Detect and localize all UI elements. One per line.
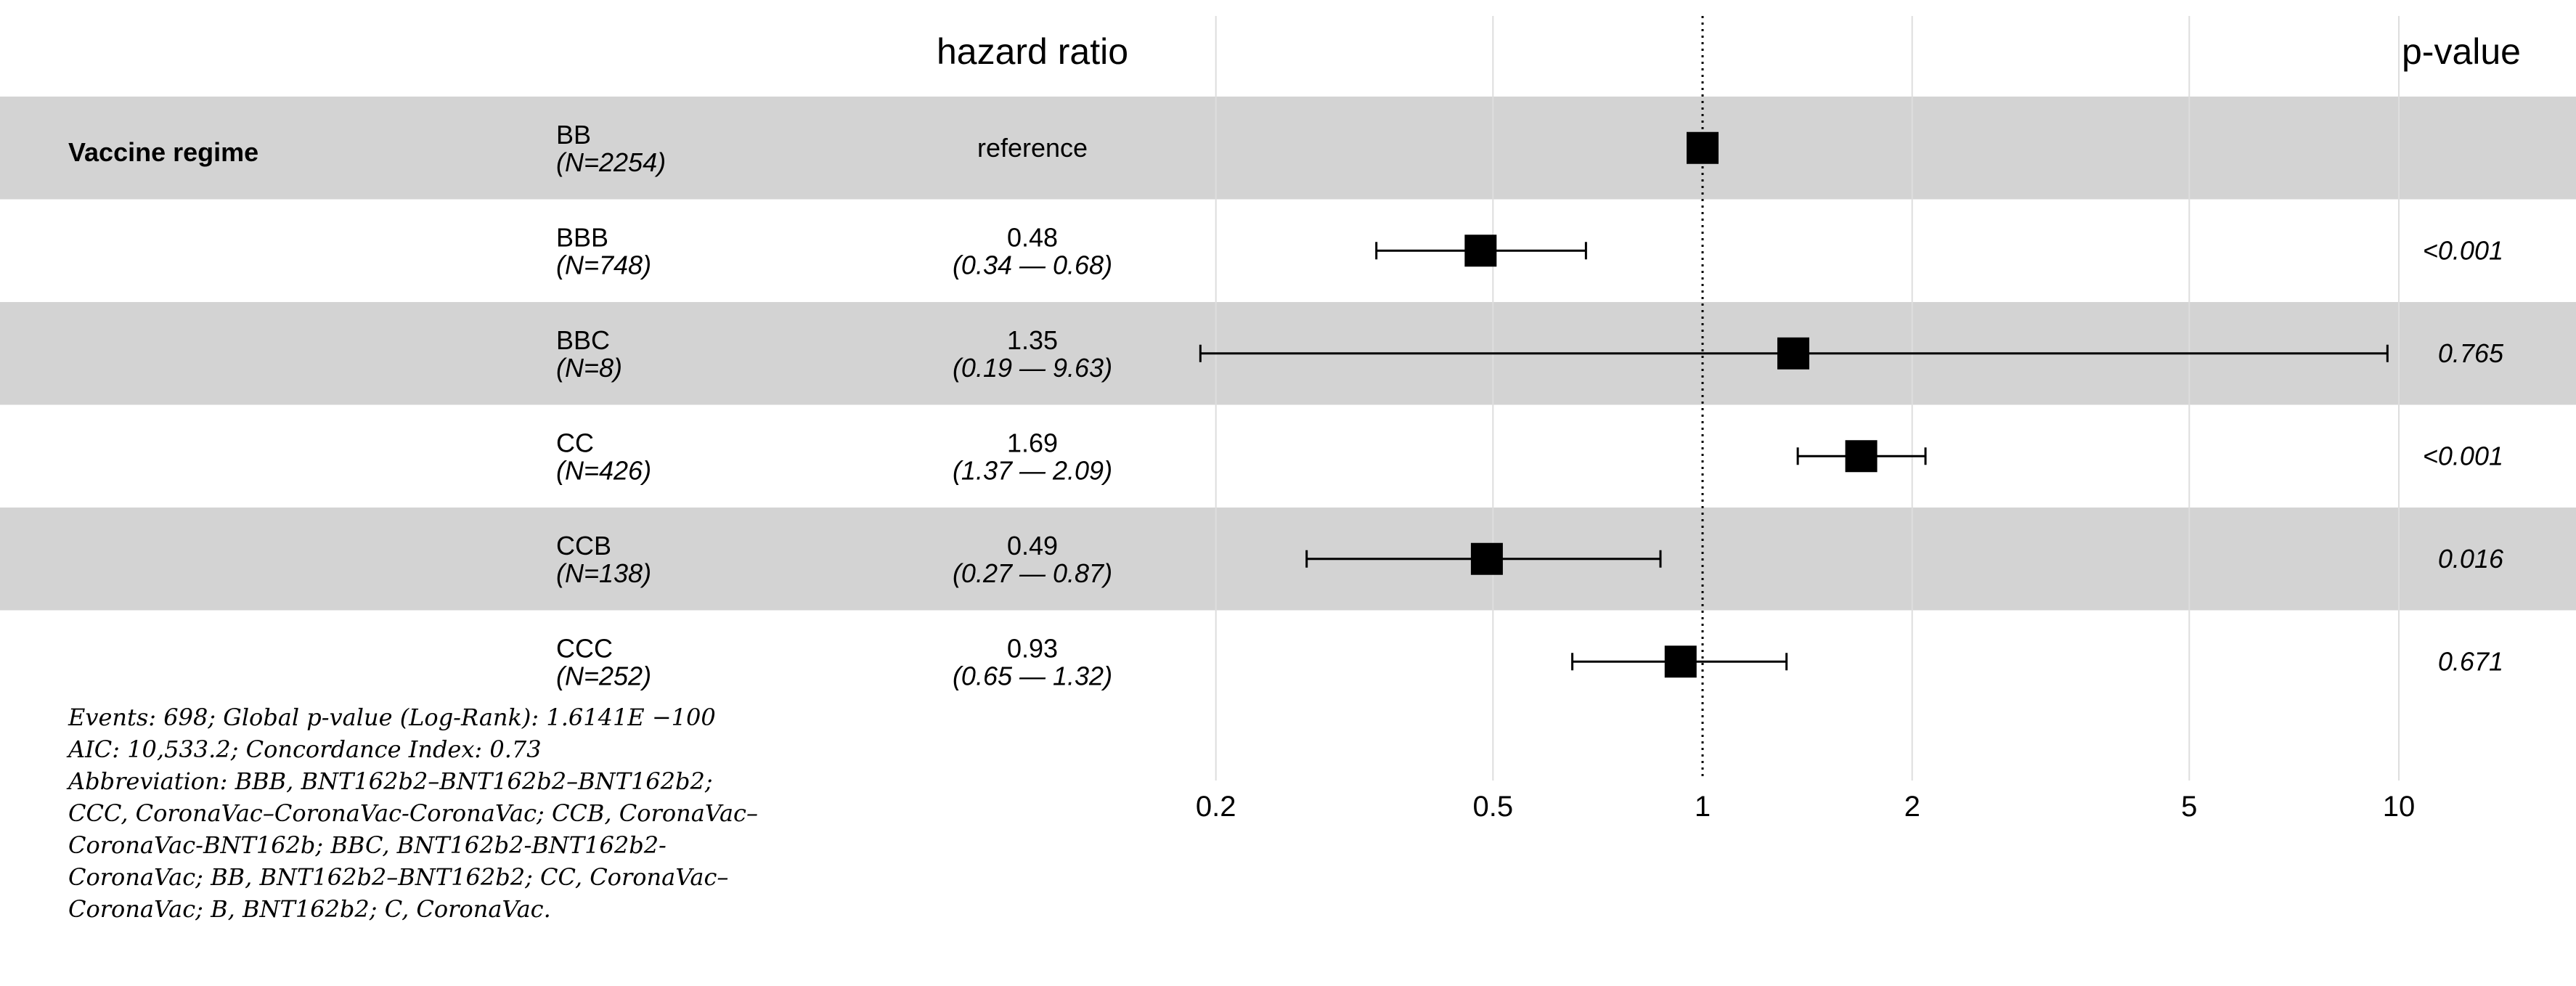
row-name: BBB: [556, 222, 608, 252]
row-pvalue: 0.671: [2438, 646, 2503, 676]
row-n: (N=748): [556, 250, 651, 280]
footnote-line: Abbreviation: BBB, BNT162b2–BNT162b2–BNT…: [68, 767, 713, 795]
x-tick-label: 2: [1904, 791, 1920, 823]
row-pvalue: <0.001: [2423, 235, 2503, 265]
footnote-line: CoronaVac; BB, BNT162b2–BNT162b2; CC, Co…: [68, 863, 729, 891]
row-hr-value: 1.69: [1007, 428, 1058, 457]
hr-marker: [1845, 440, 1878, 473]
row-ci-value: (0.27 — 0.87): [953, 558, 1112, 588]
hr-marker: [1464, 235, 1497, 267]
row-pvalue: 0.016: [2438, 544, 2504, 574]
grid-lines: [1215, 16, 2400, 781]
x-tick-label: 0.2: [1196, 791, 1236, 823]
pvalue-header: p-value: [2402, 31, 2521, 72]
hazard-ratio-header: hazard ratio: [937, 31, 1128, 72]
row-name: CC: [556, 428, 594, 457]
row-bb: BB(N=2254) reference: [556, 120, 1719, 177]
data-rows: BB(N=2254) reference BBB(N=748) 0.48(0.34 —…: [556, 120, 2504, 691]
row-n: (N=426): [556, 455, 651, 485]
x-tick-label: 5: [2181, 791, 2197, 823]
row-name: BBC: [556, 325, 610, 355]
row-band: [0, 97, 2576, 200]
row-bbb: BBB(N=748) 0.48(0.34 — 0.68) <0.001: [556, 222, 2503, 280]
x-tick-label: 10: [2383, 791, 2416, 823]
row-n: (N=8): [556, 353, 622, 383]
hr-marker: [1664, 645, 1697, 678]
row-n: (N=2254): [556, 147, 666, 177]
footnote-line: CCC, CoronaVac–CoronaVac-CoronaVac; CCB,…: [68, 799, 758, 827]
x-axis-ticks: 0.2 0.5 1 2 5 10: [1196, 791, 2415, 823]
row-ci-value: (0.34 — 0.68): [953, 250, 1112, 280]
hr-marker: [1777, 337, 1809, 370]
hr-marker: [1470, 542, 1503, 575]
row-pvalue: 0.765: [2438, 338, 2504, 368]
row-hr-value: 1.35: [1007, 325, 1058, 355]
footnote-line: AIC: 10,533.2; Concordance Index: 0.73: [68, 736, 542, 763]
row-name: BB: [556, 120, 591, 150]
row-ccb: CCB(N=138) 0.49(0.27 — 0.87) 0.016: [556, 531, 2504, 588]
row-band: [0, 508, 2576, 611]
row-hr-value: 0.49: [1007, 531, 1058, 561]
footnote-line: Events: 698; Global p-value (Log-Rank): …: [68, 704, 716, 731]
row-cc: CC(N=426) 1.69(1.37 — 2.09) <0.001: [556, 428, 2503, 485]
footnote: Events: 698; Global p-value (Log-Rank): …: [68, 701, 939, 925]
row-pvalue: <0.001: [2423, 441, 2503, 470]
x-tick-label: 0.5: [1473, 791, 1514, 823]
group-label: Vaccine regime: [68, 137, 258, 167]
hr-marker: [1687, 131, 1719, 164]
row-n: (N=252): [556, 661, 651, 690]
row-hr-value: 0.48: [1007, 222, 1058, 252]
row-hr-value: 0.93: [1007, 633, 1058, 663]
row-ci-value: (0.65 — 1.32): [953, 661, 1112, 690]
footnote-line: CoronaVac-BNT162b; BBC, BNT162b2-BNT162b…: [68, 831, 667, 859]
x-tick-label: 1: [1695, 791, 1711, 823]
row-name: CCB: [556, 531, 611, 561]
row-ci-value: (0.19 — 9.63): [953, 353, 1112, 383]
footnote-line: CoronaVac; B, BNT162b2; C, CoronaVac.: [68, 895, 551, 923]
row-bbc: BBC(N=8) 1.35(0.19 — 9.63) 0.765: [556, 325, 2504, 383]
row-hr-value: reference: [977, 133, 1088, 163]
row-ci-value: (1.37 — 2.09): [953, 455, 1112, 485]
row-name: CCC: [556, 633, 613, 663]
row-n: (N=138): [556, 558, 651, 588]
row-ccc: CCC(N=252) 0.93(0.65 — 1.32) 0.671: [556, 633, 2503, 690]
